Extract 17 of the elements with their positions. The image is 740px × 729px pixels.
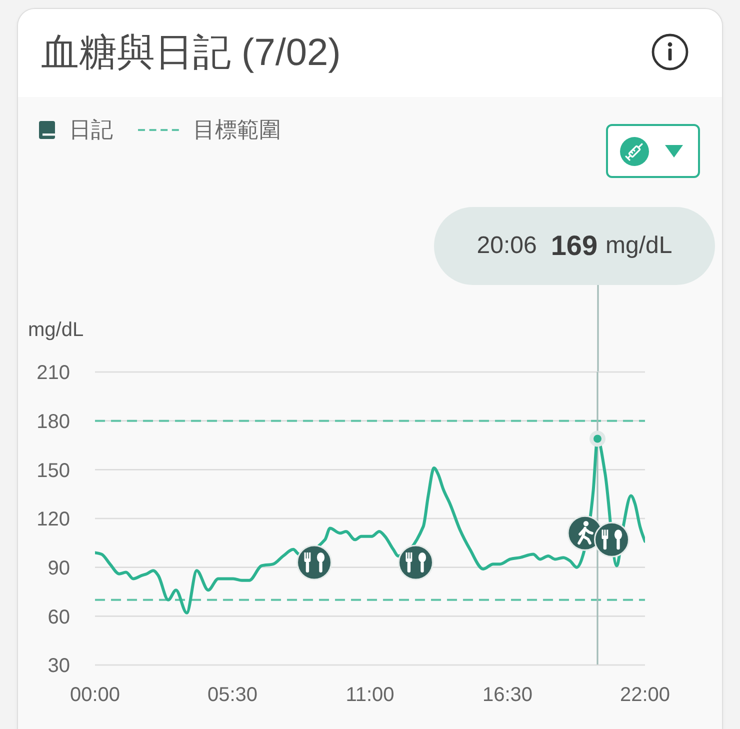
x-tick-label: 22:00 xyxy=(620,684,670,706)
y-tick-label: 90 xyxy=(48,557,70,580)
y-tick-label: 30 xyxy=(48,655,70,678)
y-tick-label: 180 xyxy=(36,410,70,433)
legend-label: 目標範圍 xyxy=(193,116,281,144)
y-axis-title: mg/dL xyxy=(28,319,84,341)
x-tick-label: 11:00 xyxy=(346,684,394,706)
text: 20:06 169 mg/dL xyxy=(476,230,672,262)
x-tick-label: 05:30 xyxy=(207,684,258,706)
x-tick-label: 16:30 xyxy=(482,684,533,706)
y-tick-label: 150 xyxy=(36,460,70,482)
x-tick-label: 00:00 xyxy=(70,684,120,706)
y-tick-label: 60 xyxy=(48,606,70,628)
chart-title: 血糖與日記 (7/02) xyxy=(41,32,341,74)
y-tick-label: 210 xyxy=(36,362,70,384)
legend-label: 日記 xyxy=(69,116,113,144)
y-tick-label: 120 xyxy=(36,508,70,531)
